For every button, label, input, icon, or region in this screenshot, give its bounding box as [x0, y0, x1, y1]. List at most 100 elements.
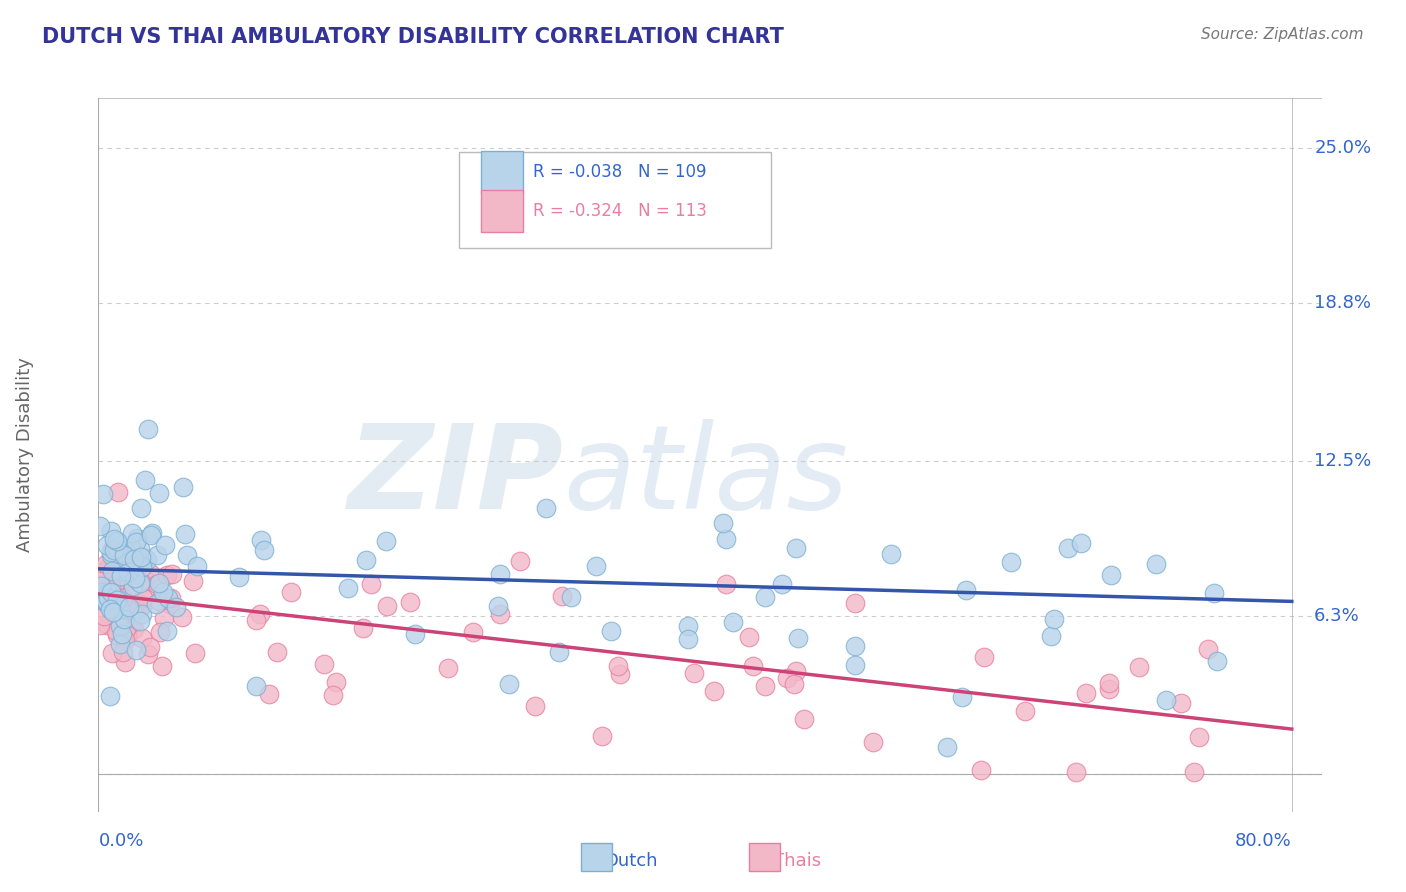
Point — [117, 603, 139, 617]
Point — [146, 548, 169, 562]
Text: R = -0.324   N = 113: R = -0.324 N = 113 — [533, 202, 707, 220]
Point — [94, 594, 117, 608]
Point — [121, 525, 143, 540]
Point — [97, 584, 120, 599]
Point — [793, 712, 815, 726]
Point — [108, 602, 131, 616]
Point — [125, 643, 148, 657]
Point — [950, 690, 973, 704]
Point — [785, 664, 807, 678]
Point — [104, 599, 127, 613]
Point — [159, 597, 181, 611]
Point — [599, 624, 621, 638]
Point — [360, 577, 382, 591]
Point — [110, 569, 132, 583]
Point — [100, 601, 122, 615]
Point — [172, 480, 194, 494]
Point — [754, 679, 776, 693]
Point — [150, 659, 173, 673]
Point — [354, 553, 377, 567]
Point — [259, 687, 281, 701]
Point — [955, 582, 977, 597]
Point — [148, 486, 170, 500]
Point — [93, 609, 115, 624]
Point — [118, 603, 141, 617]
Point — [249, 607, 271, 622]
Point — [90, 565, 112, 579]
Point — [117, 631, 139, 645]
Point — [121, 566, 143, 580]
Point — [117, 565, 139, 579]
Point — [245, 679, 267, 693]
Point — [1057, 541, 1080, 555]
Point — [105, 624, 128, 638]
Point — [98, 689, 121, 703]
Point — [486, 599, 509, 613]
Point — [176, 548, 198, 562]
Point — [153, 610, 176, 624]
Point — [105, 628, 128, 642]
Point — [148, 576, 170, 591]
Point — [184, 646, 207, 660]
Point — [523, 698, 546, 713]
Point — [162, 567, 184, 582]
Point — [129, 614, 152, 628]
Point — [128, 575, 150, 590]
Point — [105, 541, 128, 556]
Point — [129, 500, 152, 515]
Point — [181, 574, 204, 588]
Point — [754, 590, 776, 604]
Point — [375, 599, 398, 614]
Point — [94, 558, 117, 572]
Point — [97, 591, 120, 606]
Point — [174, 527, 197, 541]
Point — [100, 584, 122, 599]
Point — [124, 572, 146, 586]
Point — [100, 524, 122, 539]
Point — [156, 624, 179, 638]
Point — [970, 763, 993, 777]
Point — [1197, 641, 1219, 656]
Point — [141, 526, 163, 541]
Point — [676, 632, 699, 646]
Point — [1076, 685, 1098, 699]
Point — [131, 598, 153, 612]
Point — [131, 599, 153, 614]
Point — [129, 542, 152, 557]
Point — [94, 588, 117, 602]
Point — [509, 554, 531, 568]
Point — [107, 576, 129, 591]
FancyBboxPatch shape — [481, 190, 523, 233]
Point — [131, 631, 153, 645]
Point — [398, 595, 420, 609]
Point — [114, 656, 136, 670]
Point — [1014, 704, 1036, 718]
Point — [1156, 693, 1178, 707]
Point — [132, 591, 155, 606]
Point — [136, 574, 159, 588]
Point — [250, 533, 273, 548]
Point — [96, 596, 118, 610]
Point — [721, 615, 744, 630]
Point — [606, 658, 628, 673]
Point — [404, 627, 426, 641]
Point — [112, 546, 135, 560]
FancyBboxPatch shape — [481, 151, 523, 193]
Point — [711, 516, 734, 530]
Point — [245, 614, 267, 628]
Point — [550, 589, 572, 603]
Point — [108, 637, 131, 651]
Point — [156, 568, 179, 582]
Point — [1202, 586, 1225, 600]
Point — [124, 551, 146, 566]
Point — [115, 628, 138, 642]
Point — [1070, 536, 1092, 550]
Text: Dutch: Dutch — [605, 852, 658, 870]
Point — [96, 618, 118, 632]
Text: Source: ZipAtlas.com: Source: ZipAtlas.com — [1201, 27, 1364, 42]
Point — [785, 541, 807, 555]
Text: 6.3%: 6.3% — [1315, 607, 1360, 625]
Point — [124, 534, 146, 549]
Point — [118, 600, 141, 615]
Point — [91, 487, 114, 501]
